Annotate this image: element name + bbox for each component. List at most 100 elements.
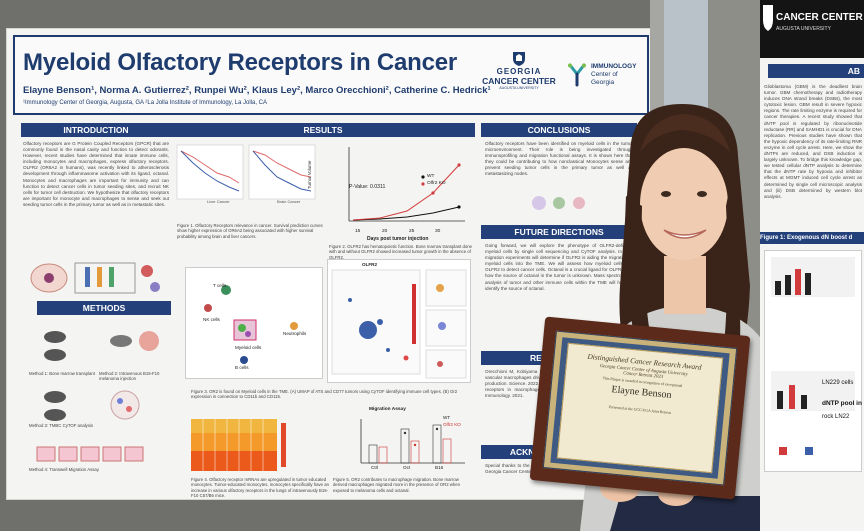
poster-title-block: Myeloid Olfactory Receptors in Cancer El… xyxy=(13,35,649,115)
series-wt-point xyxy=(457,205,461,209)
adjacent-augusta: AUGUSTA UNIVERSITY xyxy=(776,26,831,32)
migration-bar-ko-b16 xyxy=(442,438,452,464)
adjacent-abstract-text: Glioblastoma (GBM) is the deadliest brai… xyxy=(764,84,862,199)
poster-affiliations: ¹Immunology Center of Georgia, Augusta, … xyxy=(23,100,268,106)
migration-bar-wt-ctrl xyxy=(368,444,378,464)
methods-caption-2: Method 2: Intravenous B16-F10 melanoma i… xyxy=(99,371,160,382)
transwell-icon xyxy=(102,446,122,462)
results-header: RESULTS xyxy=(171,123,475,137)
transwell-icon xyxy=(80,446,100,462)
background-window xyxy=(664,0,708,120)
presenter-skirt xyxy=(610,496,770,531)
migration-legend-ko: Olfr2 KO xyxy=(443,422,461,427)
figure-3-caption: Figure 3. OR2 is found on Myeloid cells … xyxy=(191,389,458,400)
presenter-face xyxy=(640,148,728,260)
legend-wt-swatch xyxy=(421,175,425,179)
schematic-tumor xyxy=(150,282,160,292)
brain-cancer-label: Brain Cancer xyxy=(277,199,301,204)
poster-authors: Elayne Benson¹, Norma A. Gutierrez², Run… xyxy=(23,85,491,96)
adjacent-label-rock: rock LN22 xyxy=(822,414,850,420)
tumor-growth-chart xyxy=(348,147,465,222)
adjacent-label-dntp: dNTP pool in xyxy=(822,400,862,407)
georgia-cancer-center-logo: GEORGIA CANCER CENTER AUGUSTA UNIVERSITY xyxy=(477,51,561,107)
lung-icon xyxy=(139,331,159,351)
logo-augusta-text: AUGUSTA UNIVERSITY xyxy=(499,86,539,90)
migration-bar-wt-oct xyxy=(400,428,410,464)
chart-y-label: Tumor Volume xyxy=(307,160,312,189)
umap-cluster-nk xyxy=(204,304,212,312)
poster-title: Myeloid Olfactory Receptors in Cancer xyxy=(23,49,458,76)
migration-bar-ko-oct xyxy=(410,440,420,464)
expression-cluster xyxy=(359,321,377,339)
umap-label-myeloid: Myeloid cells xyxy=(235,345,262,350)
mouse-icon xyxy=(44,391,66,403)
mouse-icon xyxy=(44,349,66,361)
introduction-text: Olfactory receptors are G Protein Couple… xyxy=(23,141,169,207)
transwell-icon xyxy=(58,446,78,462)
adjacent-figure-plots xyxy=(771,257,855,455)
conclusions-header: CONCLUSIONS xyxy=(481,123,637,137)
transwell-icon xyxy=(36,446,56,462)
survival-curve-liver-low xyxy=(180,150,240,192)
umap-label-tcells: T cells xyxy=(213,283,227,288)
future-directions-text: Going forward, we will explore the pheno… xyxy=(485,243,633,291)
presenter-hair xyxy=(625,196,652,346)
umap-cluster-neutrophils xyxy=(290,322,298,330)
schematic-ligand xyxy=(141,265,153,277)
methods-caption-4: Method 4: Transwell Migration Assay xyxy=(29,467,99,472)
survival-curve-liver-high xyxy=(180,150,240,184)
plaque-mat: Distinguished Cancer Research Award Geor… xyxy=(550,337,730,479)
adjacent-figure-title: Figure 1: Exogenous dN boost d xyxy=(760,232,864,244)
logo-immunology-text: IMMUNOLOGY xyxy=(591,63,637,70)
heatmap-scale xyxy=(281,423,286,467)
methods-caption-1: Method 1: Bone marrow transplant xyxy=(29,371,95,376)
presenter-smile xyxy=(663,229,707,239)
figure-5-caption: Figure 5. OR2 contributes to macrophage … xyxy=(333,477,461,493)
methods-header: METHODS xyxy=(37,301,171,315)
presenter-hair xyxy=(724,196,741,346)
olfr2-expression-plots xyxy=(331,269,467,379)
figure-4-caption: Figure 4. Olfactory receptor mRNAs are u… xyxy=(191,477,330,497)
migration-title: Migration Assay xyxy=(369,407,406,412)
georgia-shield-icon xyxy=(763,5,773,31)
methods-diagrams xyxy=(36,331,159,462)
series-ko-point xyxy=(431,191,435,195)
georgia-shield-icon xyxy=(513,52,525,66)
series-wt-line xyxy=(352,206,460,221)
conclusions-diagram xyxy=(532,196,585,210)
expression-scale xyxy=(412,284,416,344)
adjacent-poster: CANCER CENTER AUGUSTA UNIVERSITY AB Glio… xyxy=(760,0,864,531)
adjacent-label-ln229: LN229 cells xyxy=(822,380,854,386)
survival-curve-brain-high xyxy=(252,150,312,178)
migration-bar-wt-b16 xyxy=(432,424,442,464)
plaque-presented: Presented at the GCC/UGA Joint Retreat xyxy=(608,405,671,415)
survival-curves-figure xyxy=(176,144,316,200)
figure-2-caption: Figure 2. OLFR2 has hematopoietic functi… xyxy=(329,244,473,260)
mouse-icon xyxy=(44,331,66,343)
survival-curve-brain-low xyxy=(252,150,312,192)
future-directions-header: FUTURE DIRECTIONS xyxy=(481,225,637,239)
schematic-membrane xyxy=(74,262,136,294)
legend-ko-swatch xyxy=(421,182,425,186)
umap-label-bcells: B cells xyxy=(235,365,249,370)
migration-assay-chart xyxy=(360,419,465,464)
chart-pvalue: P-Value: 0.0311 xyxy=(349,184,386,190)
adjacent-figure-area xyxy=(764,250,862,472)
olfr2-plot-title: OLFR2 xyxy=(362,262,378,267)
legend-ko-label: Olfr2 KO xyxy=(427,181,446,186)
logo-center-of-text: Center of xyxy=(591,71,618,78)
umap-label-neutrophils: Neutrophils xyxy=(283,331,307,336)
logo-cancer-center-text: CANCER CENTER xyxy=(482,76,556,86)
chart-x-tick-2: 20 xyxy=(382,229,388,234)
methods-caption-3: Method 3: TMBC CyTOF analysis xyxy=(29,423,94,428)
legend-wt-label: WT xyxy=(427,174,435,179)
logo-georgia-text: GEORGIA xyxy=(496,67,542,76)
presenter-eye-left xyxy=(661,191,671,197)
umap-panel-b xyxy=(327,259,471,383)
schematic-receptor-2 xyxy=(97,267,102,287)
migration-xtick-1: Ctrl xyxy=(371,465,379,470)
mouse-icon xyxy=(110,335,132,347)
olfr-heatmap xyxy=(191,419,286,471)
presenter-neck xyxy=(664,256,706,314)
intro-schematic xyxy=(30,262,160,294)
